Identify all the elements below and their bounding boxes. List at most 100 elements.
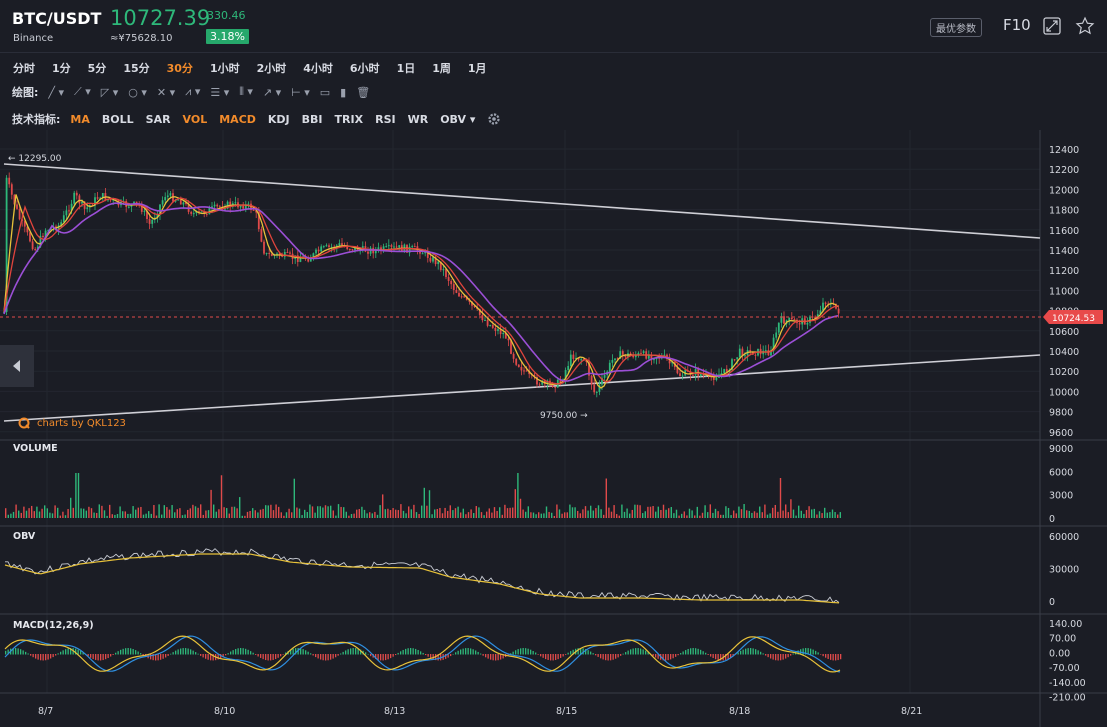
last-price: 10727.39: [110, 6, 211, 30]
channel-tool-icon[interactable]: ☰ ▾: [210, 85, 230, 99]
drawing-label: 绘图:: [12, 86, 39, 99]
indicator-wr-toggle[interactable]: WR: [407, 112, 429, 126]
f10-button[interactable]: F10: [1003, 16, 1031, 34]
timeframe-tab-4[interactable]: 30分: [166, 62, 193, 75]
price-axis-tick: 10000: [1049, 387, 1079, 398]
indicator-boll-toggle[interactable]: BOLL: [101, 112, 134, 126]
volume-pane-label: VOLUME: [13, 443, 58, 454]
timeframe-tab-7[interactable]: 4小时: [303, 62, 333, 75]
obv-axis-tick: 60000: [1049, 532, 1079, 543]
time-axis-tick: 8/10: [214, 706, 235, 717]
timeframe-tab-9[interactable]: 1日: [396, 62, 416, 75]
price-axis-tick: 9600: [1049, 428, 1073, 439]
arrow-tool-icon[interactable]: ↗ ▾: [262, 85, 282, 99]
obv-pane-label: OBV: [13, 531, 36, 542]
indicator-settings-gear-icon[interactable]: [487, 112, 501, 126]
cny-price: ≈¥75628.10: [110, 33, 173, 44]
obv-line: [5, 548, 840, 604]
timeframe-tab-10[interactable]: 1周: [432, 62, 451, 75]
macd-dea-line: [4, 635, 841, 673]
upper-trendline[interactable]: [3, 163, 1041, 239]
price-axis-tick: 11200: [1049, 266, 1079, 277]
time-axis-tick: 8/21: [901, 706, 922, 717]
indicator-trix-toggle[interactable]: TRIX: [334, 112, 364, 126]
indicator-ma-toggle[interactable]: MA: [70, 112, 90, 126]
time-axis-tick: 8/13: [384, 706, 405, 717]
price-axis-tick: 12000: [1049, 185, 1079, 196]
macd-axis-tick: 140.00: [1049, 619, 1082, 630]
scroll-left-button[interactable]: [0, 345, 34, 387]
ticker-header: BTC/USDT Binance 10727.39 ≈¥75628.10 330…: [0, 0, 1107, 53]
price-axis-tick: 10200: [1049, 367, 1079, 378]
moving-average-line: [3, 197, 839, 385]
macd-pane-label: MACD(12,26,9): [13, 620, 94, 631]
macd-axis-tick: -210.00: [1049, 693, 1086, 704]
indicator-obv-toggle[interactable]: OBV ▾: [440, 112, 476, 126]
ray-tool-icon[interactable]: ⟋ ▾: [74, 85, 91, 98]
price-axis-tick: 12200: [1049, 165, 1079, 176]
timeframe-tab-11[interactable]: 1月: [467, 62, 487, 75]
price-axis-tick: 11600: [1049, 226, 1079, 237]
shape-tool-icon[interactable]: ○ ▾: [128, 85, 147, 99]
indicator-vol-toggle[interactable]: VOL: [182, 112, 208, 126]
macd-axis-tick: 70.00: [1049, 634, 1076, 645]
price-axis-tick: 11000: [1049, 286, 1079, 297]
price-axis-tick: 10400: [1049, 347, 1079, 358]
timeframe-tab-2[interactable]: 5分: [87, 62, 107, 75]
timeframe-tab-8[interactable]: 6小时: [349, 62, 380, 75]
pattern-tool-icon[interactable]: ⩘ ▾: [185, 85, 201, 98]
fullscreen-icon[interactable]: [1042, 16, 1062, 36]
price-axis-tick: 12400: [1049, 145, 1079, 156]
indicator-label: 技术指标:: [12, 113, 61, 126]
indicator-sar-toggle[interactable]: SAR: [145, 112, 171, 126]
timeframe-tab-3[interactable]: 15分: [123, 62, 150, 75]
lower-trendline[interactable]: [3, 354, 1041, 422]
polyline-tool-icon[interactable]: ◸ ▾: [100, 85, 119, 99]
indicator-bbi-toggle[interactable]: BBI: [301, 112, 323, 126]
time-axis-tick: 8/7: [38, 706, 53, 717]
price-axis-tick: 11800: [1049, 206, 1079, 217]
volume-axis-tick: 3000: [1049, 491, 1073, 502]
macd-axis-tick: 0.00: [1049, 648, 1070, 659]
obv-axis-tick: 0: [1049, 597, 1055, 608]
macd-axis-tick: -140.00: [1049, 678, 1086, 689]
timeframe-tab-6[interactable]: 2小时: [256, 62, 287, 75]
price-axis-tick: 11400: [1049, 246, 1079, 257]
watermark: charts by QKL123: [18, 417, 126, 429]
timeframe-tab-0[interactable]: 分时: [13, 62, 35, 75]
symbol-name: BTC/USDT: [12, 9, 102, 28]
current-price-tag: 10724.53: [1043, 310, 1103, 324]
gann-tool-icon[interactable]: ⫴ ▾: [239, 85, 253, 98]
moving-average-line: [3, 202, 839, 382]
timeframe-tab-5[interactable]: 1小时: [209, 62, 240, 75]
trash-icon[interactable]: 🗑: [356, 85, 371, 99]
price-change-percent-badge: 3.18%: [206, 29, 249, 44]
drawing-toolbar: 绘图: ╱ ▾ ⟋ ▾ ◸ ▾ ○ ▾ ✕ ▾ ⩘ ▾ ☰ ▾ ⫴ ▾ ↗ ▾ ⊢ ▾ ▭ ▮ 🗑: [0, 81, 1107, 103]
high-price-marker: ← 12295.00: [8, 154, 62, 164]
macd-axis-tick: -70.00: [1049, 663, 1080, 674]
price-axis-tick: 9800: [1049, 408, 1073, 419]
time-axis-tick: 8/18: [729, 706, 750, 717]
svg-text:10724.53: 10724.53: [1052, 314, 1095, 324]
indicator-kdj-toggle[interactable]: KDJ: [267, 112, 290, 126]
volume-axis-tick: 9000: [1049, 444, 1073, 455]
measure-tool-icon[interactable]: ⊢ ▾: [291, 85, 310, 99]
star-favorite-icon[interactable]: [1075, 16, 1095, 36]
indicator-macd-toggle[interactable]: MACD: [219, 112, 256, 126]
indicator-bar: 技术指标: MA BOLL SAR VOL MACD KDJ BBI TRIX RSI WR OBV…: [0, 108, 1107, 130]
bar-tool-icon[interactable]: ▮: [340, 85, 347, 99]
note-tool-icon[interactable]: ▭: [319, 85, 331, 99]
low-price-marker: 9750.00 →: [540, 411, 588, 421]
fib-tool-icon[interactable]: ✕ ▾: [156, 85, 176, 99]
line-tool-icon[interactable]: ╱ ▾: [48, 85, 65, 99]
timeframe-bar: 分时 1分 5分 15分 30分 1小时 2小时 4小时 6小时 1日 1周 1月: [0, 57, 1107, 79]
indicator-rsi-toggle[interactable]: RSI: [375, 112, 396, 126]
volume-axis-tick: 6000: [1049, 467, 1073, 478]
exchange-name: Binance: [13, 33, 54, 44]
volume-axis-tick: 0: [1049, 514, 1055, 525]
price-axis-tick: 10600: [1049, 327, 1079, 338]
optimal-params-button[interactable]: 最优参数: [930, 18, 982, 37]
obv-ma-line: [4, 553, 840, 604]
timeframe-tab-1[interactable]: 1分: [52, 62, 71, 75]
chart-area[interactable]: 12400 12200 12000 11800 11600 11400 11200 11000…: [0, 130, 1107, 727]
